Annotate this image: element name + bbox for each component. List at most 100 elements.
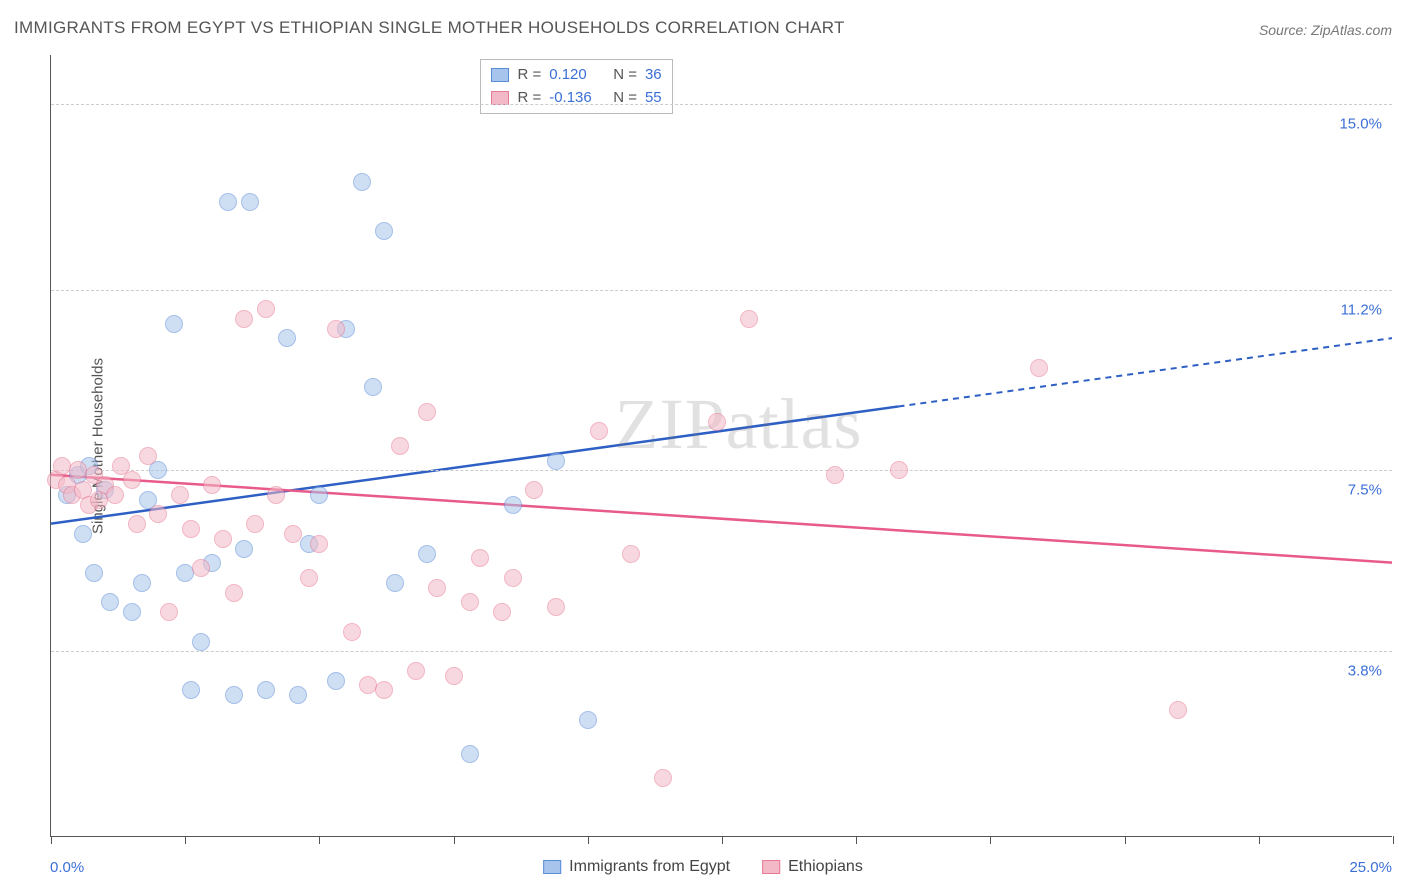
data-point-ethiopians [826,466,844,484]
x-tick [51,836,52,844]
data-point-ethiopians [149,505,167,523]
data-point-egypt [74,525,92,543]
gridline-h [51,290,1392,291]
x-tick [588,836,589,844]
source-label: Source: ZipAtlas.com [1259,22,1392,38]
data-point-ethiopians [235,310,253,328]
data-point-ethiopians [123,471,141,489]
data-point-egypt [310,486,328,504]
data-point-ethiopians [525,481,543,499]
data-point-egypt [353,173,371,191]
data-point-ethiopians [300,569,318,587]
plot-area: ZIPatlas R = 0.120N = 36R = -0.136N = 55… [50,55,1392,837]
data-point-egypt [579,711,597,729]
data-point-ethiopians [246,515,264,533]
data-point-ethiopians [267,486,285,504]
data-point-ethiopians [890,461,908,479]
data-point-egypt [182,681,200,699]
trend-lines [51,55,1392,836]
y-tick-label: 15.0% [1339,115,1382,132]
data-point-ethiopians [257,300,275,318]
legend-n-value: 36 [645,64,662,87]
x-axis-max-label: 25.0% [1349,859,1392,876]
data-point-egypt [375,222,393,240]
data-point-egypt [165,315,183,333]
legend-r-value: 0.120 [549,64,605,87]
legend-r-prefix: R = [517,87,541,110]
legend-r-prefix: R = [517,64,541,87]
x-tick [1125,836,1126,844]
data-point-ethiopians [428,579,446,597]
x-tick [454,836,455,844]
data-point-ethiopians [284,525,302,543]
legend-label: Immigrants from Egypt [569,858,730,876]
data-point-egypt [123,603,141,621]
data-point-egypt [257,681,275,699]
data-point-egypt [241,193,259,211]
data-point-ethiopians [391,437,409,455]
x-tick [990,836,991,844]
data-point-egypt [547,452,565,470]
data-point-ethiopians [493,603,511,621]
gridline-h [51,470,1392,471]
data-point-ethiopians [461,593,479,611]
data-point-egypt [504,496,522,514]
gridline-h [51,651,1392,652]
chart-title: IMMIGRANTS FROM EGYPT VS ETHIOPIAN SINGL… [14,18,845,38]
data-point-egypt [418,545,436,563]
x-tick [319,836,320,844]
legend-swatch-egypt [543,860,561,874]
legend-n-prefix: N = [613,87,637,110]
legend-swatch-ethiopians [762,860,780,874]
data-point-ethiopians [504,569,522,587]
data-point-ethiopians [407,662,425,680]
y-tick-label: 7.5% [1348,482,1382,499]
gridline-h [51,104,1392,105]
data-point-ethiopians [225,584,243,602]
data-point-ethiopians [310,535,328,553]
x-tick [185,836,186,844]
legend-item-egypt: Immigrants from Egypt [543,858,730,876]
data-point-egypt [149,461,167,479]
data-point-ethiopians [171,486,189,504]
data-point-egypt [192,633,210,651]
x-tick [856,836,857,844]
legend-label: Ethiopians [788,858,863,876]
data-point-egypt [133,574,151,592]
data-point-ethiopians [471,549,489,567]
data-point-ethiopians [1030,359,1048,377]
x-axis-min-label: 0.0% [50,859,84,876]
data-point-ethiopians [375,681,393,699]
data-point-egypt [327,672,345,690]
data-point-ethiopians [203,476,221,494]
legend-row-ethiopians: R = -0.136 N = 55 [491,87,661,110]
data-point-ethiopians [139,447,157,465]
data-point-ethiopians [182,520,200,538]
data-point-egypt [386,574,404,592]
legend-item-ethiopians: Ethiopians [762,858,863,876]
correlation-legend: R = 0.120 N = 36 R = -0.136 N = 55 [480,59,672,114]
data-point-egypt [101,593,119,611]
data-point-ethiopians [192,559,210,577]
data-point-ethiopians [214,530,232,548]
data-point-ethiopians [418,403,436,421]
data-point-ethiopians [622,545,640,563]
series-legend: Immigrants from Egypt Ethiopians [543,858,863,876]
data-point-egypt [225,686,243,704]
data-point-ethiopians [106,486,124,504]
legend-r-value: -0.136 [549,87,605,110]
data-point-ethiopians [1169,701,1187,719]
data-point-ethiopians [654,769,672,787]
legend-n-prefix: N = [613,64,637,87]
data-point-egypt [219,193,237,211]
data-point-egypt [235,540,253,558]
x-tick [722,836,723,844]
data-point-ethiopians [327,320,345,338]
y-tick-label: 3.8% [1348,663,1382,680]
data-point-ethiopians [160,603,178,621]
data-point-egypt [289,686,307,704]
legend-n-value: 55 [645,87,662,110]
data-point-ethiopians [590,422,608,440]
data-point-ethiopians [445,667,463,685]
data-point-egypt [364,378,382,396]
